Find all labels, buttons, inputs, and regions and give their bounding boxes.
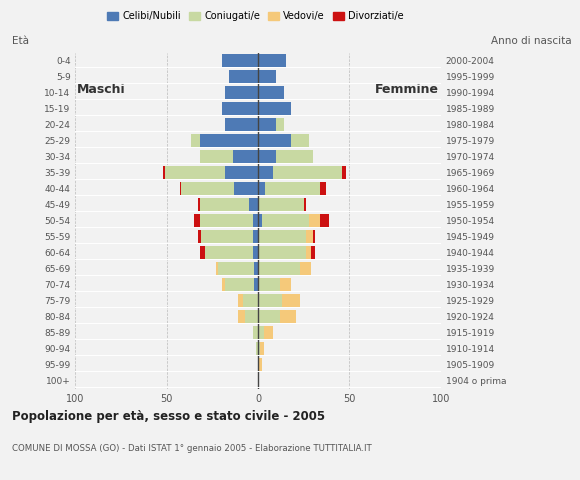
Bar (258, 150, 276, 163)
Bar (200, 134, 258, 147)
Bar (258, 278, 280, 291)
Bar (245, 311, 258, 323)
Bar (276, 119, 284, 131)
Bar (198, 198, 200, 211)
Bar (201, 230, 253, 243)
Bar (342, 167, 346, 179)
Bar (198, 230, 201, 243)
Text: Maschi: Maschi (77, 83, 126, 96)
Bar (309, 215, 320, 227)
Bar (194, 215, 200, 227)
Bar (222, 102, 258, 115)
Legend: Celibi/Nubili, Coniugati/e, Vedovi/e, Divorziati/e: Celibi/Nubili, Coniugati/e, Vedovi/e, Di… (103, 7, 408, 25)
Bar (258, 263, 300, 275)
Bar (238, 311, 245, 323)
Bar (258, 182, 266, 195)
Bar (258, 198, 304, 211)
Bar (258, 71, 276, 83)
Bar (200, 198, 249, 211)
Bar (255, 278, 258, 291)
Bar (253, 230, 258, 243)
Bar (258, 134, 291, 147)
Bar (238, 294, 244, 307)
Bar (276, 150, 313, 163)
Bar (234, 182, 258, 195)
Bar (200, 215, 253, 227)
Bar (258, 359, 262, 371)
Bar (273, 167, 342, 179)
Bar (280, 311, 296, 323)
Bar (258, 119, 276, 131)
Bar (200, 150, 233, 163)
Bar (253, 326, 258, 339)
Bar (282, 294, 300, 307)
Bar (253, 215, 258, 227)
Bar (190, 134, 200, 147)
Bar (258, 246, 306, 259)
Bar (263, 326, 273, 339)
Text: Anno di nascita: Anno di nascita (491, 36, 571, 46)
Bar (165, 167, 225, 179)
Bar (225, 167, 258, 179)
Bar (300, 263, 311, 275)
Bar (255, 263, 258, 275)
Bar (258, 167, 273, 179)
Bar (222, 278, 225, 291)
Bar (320, 182, 326, 195)
Bar (222, 54, 258, 67)
Bar (163, 167, 165, 179)
Bar (205, 246, 253, 259)
Bar (233, 150, 258, 163)
Bar (200, 246, 205, 259)
Bar (229, 71, 258, 83)
Bar (225, 119, 258, 131)
Bar (313, 230, 315, 243)
Bar (306, 246, 311, 259)
Bar (258, 326, 263, 339)
Bar (258, 102, 291, 115)
Bar (266, 182, 320, 195)
Bar (320, 215, 329, 227)
Bar (258, 311, 280, 323)
Bar (304, 198, 306, 211)
Bar (216, 263, 218, 275)
Bar (258, 54, 285, 67)
Bar (180, 182, 182, 195)
Bar (280, 278, 291, 291)
Bar (225, 86, 258, 99)
Bar (253, 246, 258, 259)
Bar (260, 342, 263, 355)
Text: Popolazione per età, sesso e stato civile - 2005: Popolazione per età, sesso e stato civil… (12, 410, 325, 423)
Bar (311, 246, 315, 259)
Bar (291, 134, 309, 147)
Bar (258, 86, 284, 99)
Bar (306, 230, 313, 243)
Bar (258, 342, 260, 355)
Bar (244, 294, 258, 307)
Text: COMUNE DI MOSSA (GO) - Dati ISTAT 1° gennaio 2005 - Elaborazione TUTTITALIA.IT: COMUNE DI MOSSA (GO) - Dati ISTAT 1° gen… (12, 444, 371, 453)
Bar (249, 198, 258, 211)
Bar (258, 230, 306, 243)
Bar (256, 342, 258, 355)
Bar (258, 294, 282, 307)
Text: Età: Età (12, 36, 28, 46)
Bar (218, 263, 255, 275)
Bar (258, 215, 262, 227)
Bar (225, 278, 255, 291)
Bar (182, 182, 234, 195)
Text: Femmine: Femmine (375, 83, 439, 96)
Bar (262, 215, 309, 227)
